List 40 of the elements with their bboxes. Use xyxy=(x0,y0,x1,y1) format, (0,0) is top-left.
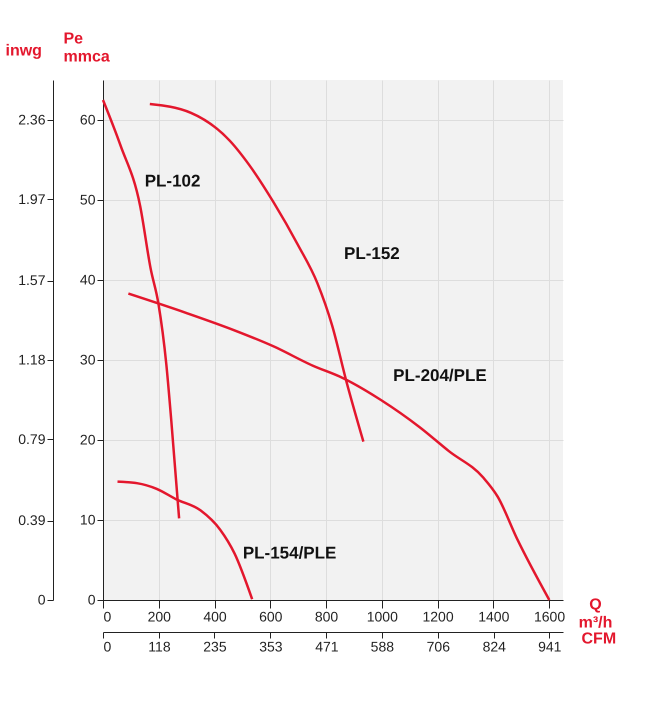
series-label: PL-154/PLE xyxy=(242,544,336,563)
x2-tick-label: 0 xyxy=(104,638,112,654)
x2-tick-label: 471 xyxy=(315,638,339,654)
y2-tick-label: 0.79 xyxy=(18,430,46,447)
series-label: PL-152 xyxy=(344,244,400,263)
y-axis-title: Pe mmca xyxy=(64,30,110,66)
y2-axis-title: inwg xyxy=(6,42,42,60)
x2-tick-label: 706 xyxy=(426,638,450,654)
y2-tick-label: 2.36 xyxy=(18,112,46,128)
x2-tick-label: 235 xyxy=(203,638,227,654)
y-tick-label: 20 xyxy=(80,432,96,448)
x2-tick-label: 824 xyxy=(482,638,506,654)
x-tick-label: 1400 xyxy=(478,608,510,624)
x-tick-label: 1000 xyxy=(366,608,398,624)
y2-tick-label: 0 xyxy=(38,592,46,608)
y2-tick-label: 1.18 xyxy=(18,352,46,368)
series-label: PL-204/PLE xyxy=(393,366,487,385)
y2-tick-label: 1.57 xyxy=(18,272,46,288)
x2-axis-title: CFM xyxy=(582,630,616,648)
y2-tick-label: 0.39 xyxy=(18,512,46,528)
x2-tick-label: 941 xyxy=(538,638,562,654)
x2-tick-label: 353 xyxy=(259,638,283,654)
y2-tick-label: 1.97 xyxy=(18,190,46,207)
x2-tick-label: 118 xyxy=(148,638,171,654)
series-label: PL-102 xyxy=(144,172,200,191)
y-tick-label: 40 xyxy=(80,272,96,288)
y-tick-label: 30 xyxy=(80,352,96,368)
x-tick-label: 800 xyxy=(314,608,338,624)
y-tick-label: 0 xyxy=(88,592,96,608)
x-tick-label: 600 xyxy=(259,608,283,624)
x-axis-title: Q m³/h xyxy=(578,596,612,632)
x-tick-label: 0 xyxy=(104,608,112,624)
y-tick-label: 60 xyxy=(80,112,96,128)
x-tick-label: 1600 xyxy=(534,608,566,624)
x2-tick-label: 588 xyxy=(370,638,394,654)
x-tick-label: 200 xyxy=(148,608,172,624)
x-tick-label: 400 xyxy=(203,608,227,624)
y-tick-label: 10 xyxy=(80,512,96,528)
y-tick-label: 50 xyxy=(80,192,96,208)
x-tick-label: 1200 xyxy=(422,608,454,624)
